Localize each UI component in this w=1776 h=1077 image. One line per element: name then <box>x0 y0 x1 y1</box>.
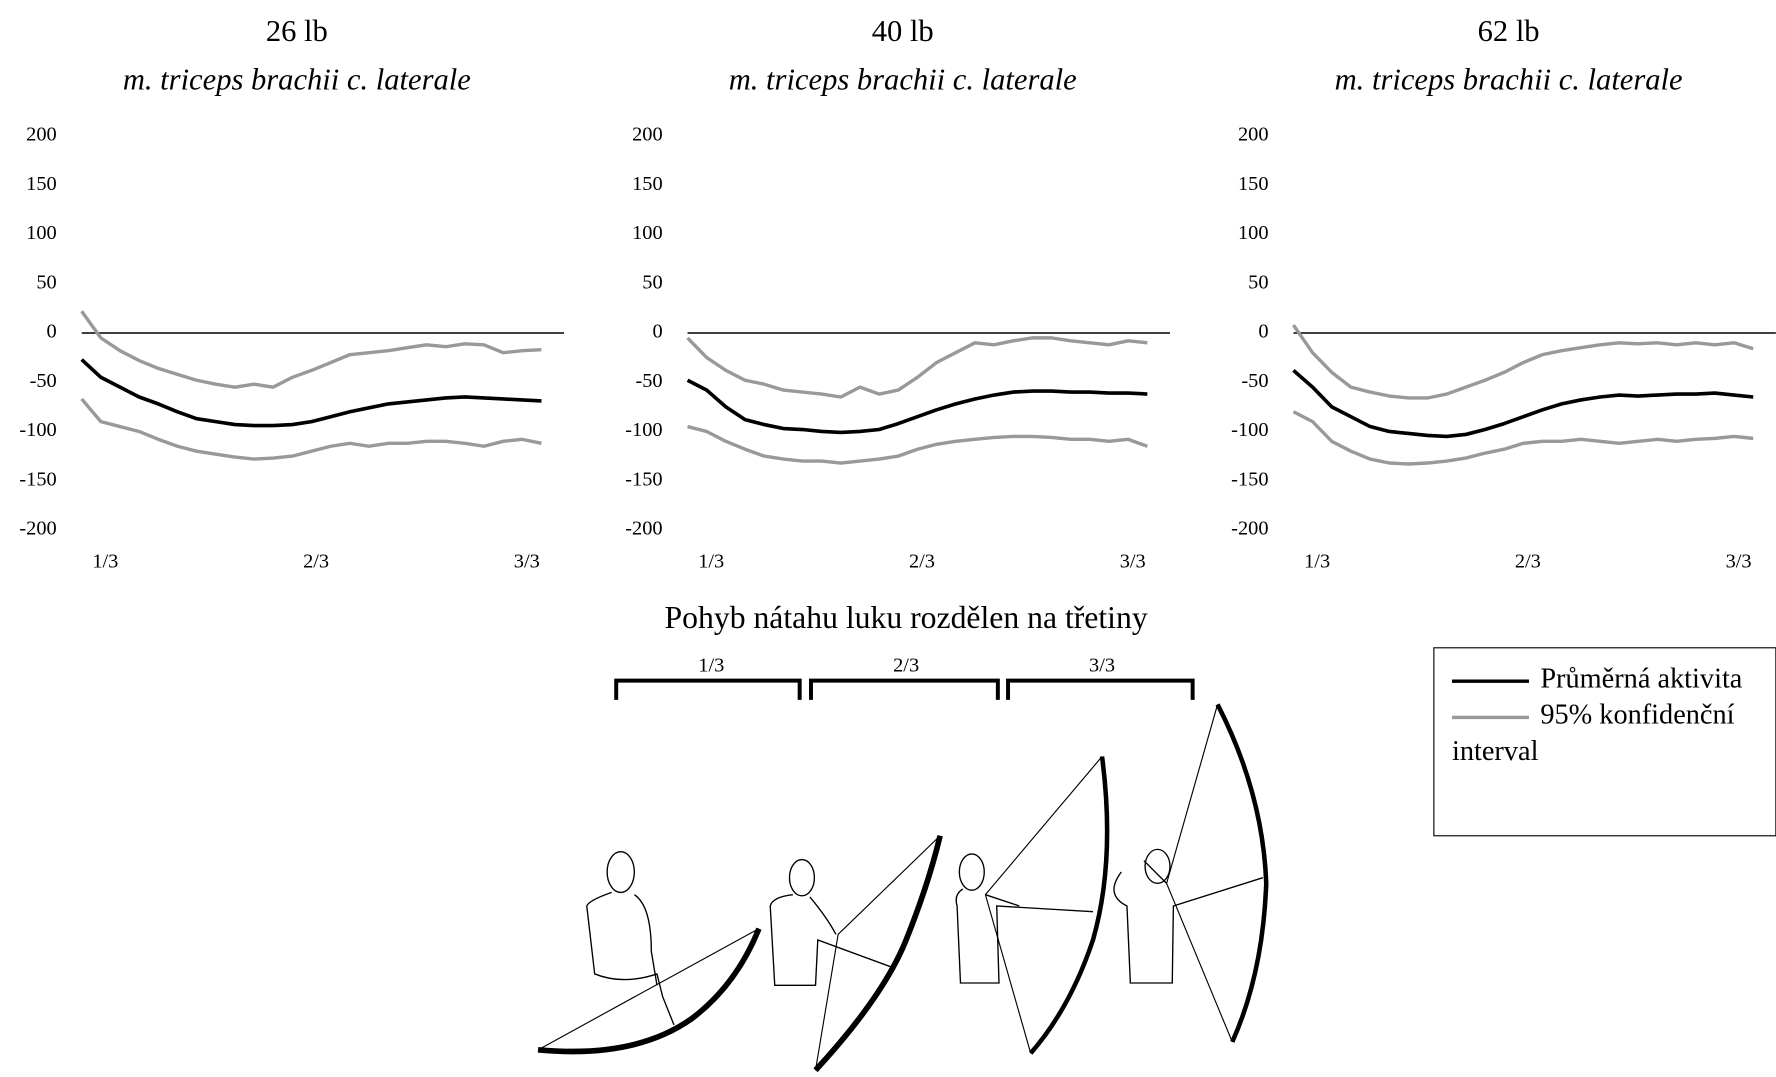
stage-label: 2/3 <box>893 655 919 677</box>
y-tick-label: -100 <box>1231 419 1268 441</box>
y-tick-label: 150 <box>632 173 663 195</box>
y-tick-label: 50 <box>642 271 662 293</box>
chart-subtitle: m. triceps brachii c. laterale <box>1335 63 1683 97</box>
x-tick-label: 2/3 <box>303 551 329 573</box>
x-tick-label: 1/3 <box>698 551 724 573</box>
y-tick-label: 0 <box>47 321 57 343</box>
series-line <box>1292 369 1754 439</box>
stage-label: 3/3 <box>1089 655 1115 677</box>
x-tick-label: 2/3 <box>1515 551 1541 573</box>
x-tick-label: 2/3 <box>909 551 935 573</box>
series-line <box>1292 410 1754 466</box>
y-tick-label: 150 <box>1238 173 1269 195</box>
legend-entries: Průměrná aktivita 95% konfidenční interva… <box>1451 661 1776 770</box>
series-line <box>80 358 542 428</box>
drawing-title: Pohyb nátahu luku rozdělen na třetiny <box>665 600 1148 635</box>
y-tick-label: 100 <box>26 222 57 244</box>
y-tick-label: 150 <box>26 173 57 195</box>
chart-title: 26 lb <box>266 14 328 48</box>
stage-brackets <box>614 678 1195 700</box>
x-tick-label: 3/3 <box>1726 551 1752 573</box>
legend-label: 95% konfidenční interval <box>1451 699 1735 767</box>
y-tick-label: -50 <box>635 370 662 392</box>
y-tick-label: -100 <box>19 419 56 441</box>
chart-subtitle: m. triceps brachii c. laterale <box>729 63 1077 97</box>
series-line <box>686 336 1148 399</box>
y-tick-label: -200 <box>1231 518 1268 540</box>
y-tick-label: 200 <box>632 124 663 146</box>
y-tick-label: 0 <box>652 321 662 343</box>
chart-subtitle: m. triceps brachii c. laterale <box>123 63 471 97</box>
y-tick-label: -200 <box>625 518 662 540</box>
y-tick-label: -200 <box>19 518 56 540</box>
legend-entry: 95% konfidenční interval <box>1451 698 1776 770</box>
legend-box <box>1433 647 1776 837</box>
stage-label: 1/3 <box>698 655 724 677</box>
x-tick-label: 3/3 <box>514 551 540 573</box>
x-tick-label: 1/3 <box>92 551 118 573</box>
y-tick-label: -150 <box>1231 468 1268 490</box>
y-tick-label: -50 <box>1241 370 1268 392</box>
series-line <box>687 424 1148 465</box>
legend-label: Průměrná aktivita <box>1540 663 1743 695</box>
series-line <box>1292 324 1754 400</box>
chart-title: 40 lb <box>872 14 934 48</box>
y-tick-label: 100 <box>1238 222 1269 244</box>
y-tick-label: 200 <box>1238 124 1269 146</box>
y-tick-label: 100 <box>632 222 663 244</box>
legend-swatch <box>1451 679 1529 683</box>
x-tick-label: 3/3 <box>1120 551 1146 573</box>
chart-title: 62 lb <box>1478 14 1540 48</box>
x-tick-label: 1/3 <box>1304 551 1330 573</box>
series-line <box>686 378 1148 435</box>
y-tick-label: 200 <box>26 124 57 146</box>
y-tick-label: -50 <box>30 370 57 392</box>
y-tick-label: 50 <box>1248 271 1268 293</box>
legend: Průměrná aktivita 95% konfidenční interva… <box>1451 661 1776 770</box>
archer-drawings <box>537 703 1269 1073</box>
y-tick-label: -100 <box>625 419 662 441</box>
series-line <box>80 310 542 389</box>
y-tick-label: 0 <box>1258 321 1268 343</box>
legend-entry: Průměrná aktivita <box>1451 661 1776 697</box>
y-tick-label: -150 <box>625 468 662 490</box>
series-line <box>80 397 542 461</box>
y-tick-label: -150 <box>19 468 56 490</box>
legend-swatch <box>1451 715 1529 719</box>
y-tick-label: 50 <box>36 271 56 293</box>
